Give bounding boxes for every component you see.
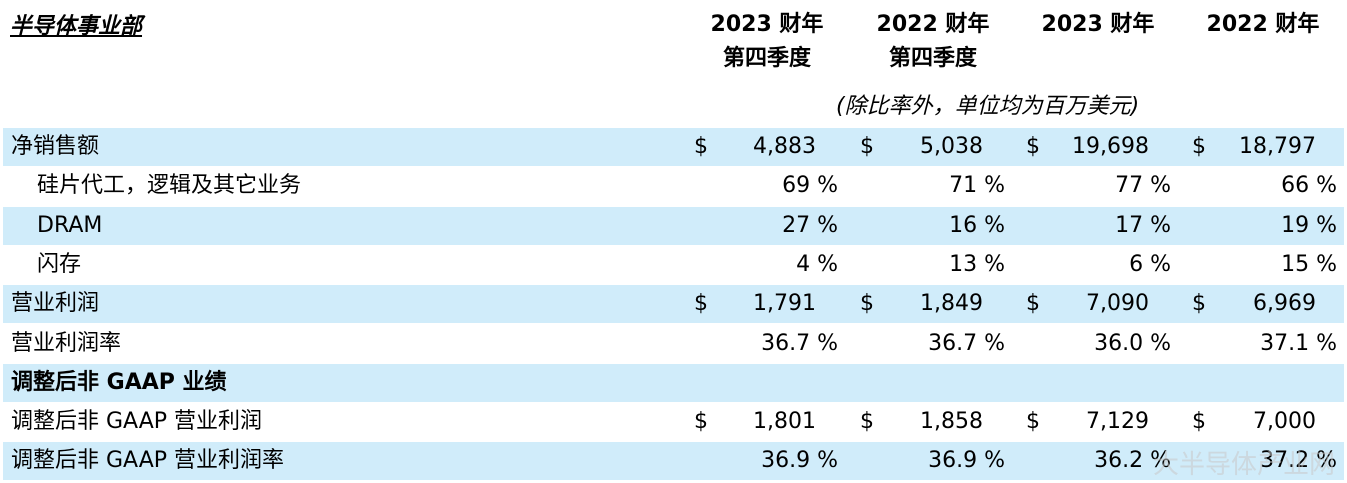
table-row: 闪存 4 % 13 % 6 % 15 % <box>3 246 1344 284</box>
column-header-1-line1: 2023 财年 <box>710 12 824 37</box>
cell-value: 15 % <box>1281 251 1337 277</box>
cell-value: 7,000 <box>1253 409 1316 435</box>
cell-value: 1,801 <box>753 409 816 435</box>
watermark: 大半导体产业网 <box>1152 450 1335 480</box>
cell-value: 27 % <box>782 212 838 238</box>
column-header-2-line1: 2022 财年 <box>876 12 990 37</box>
column-header-4: 2022 财年 <box>1188 8 1338 42</box>
column-header-4-line1: 2022 财年 <box>1206 12 1320 37</box>
cell-value: 66 % <box>1281 173 1337 199</box>
row-label: 硅片代工，逻辑及其它业务 <box>37 173 302 199</box>
row-label: 闪存 <box>37 251 82 277</box>
currency-symbol: $ <box>860 291 874 317</box>
row-label: 调整后非 GAAP 营业利润率 <box>11 448 285 474</box>
column-header-3-line1: 2023 财年 <box>1041 12 1155 37</box>
cell-value: 1,858 <box>920 409 983 435</box>
cell-value: 1,791 <box>753 291 816 317</box>
cell-value: 17 % <box>1115 212 1171 238</box>
column-header-2: 2022 财年 第四季度 <box>858 8 1008 76</box>
cell-value: 19,698 <box>1072 134 1149 159</box>
row-label: 调整后非 GAAP 营业利润 <box>11 409 263 435</box>
cell-value: 13 % <box>949 251 1005 277</box>
column-header-3: 2023 财年 <box>1023 8 1173 42</box>
table-row: 调整后非 GAAP 业绩 <box>3 363 1344 402</box>
currency-symbol: $ <box>860 409 874 435</box>
cell-value: 6,969 <box>1253 291 1316 317</box>
currency-symbol: $ <box>1026 291 1040 317</box>
column-header-2-line2: 第四季度 <box>888 46 977 71</box>
currency-symbol: $ <box>1026 409 1040 435</box>
table-row: 净销售额 $4,883 $5,038 $19,698 $18,797 <box>3 128 1344 166</box>
cell-value: 36.2 % <box>1094 448 1171 474</box>
unit-note: (除比率外，单位均为百万美元) <box>836 94 1140 119</box>
cell-value: 1,849 <box>920 291 983 317</box>
table-row: DRAM 27 % 16 % 17 % 19 % <box>3 206 1344 245</box>
row-label: 营业利润率 <box>11 330 122 356</box>
currency-symbol: $ <box>1192 134 1206 159</box>
table-row: 营业利润率 36.7 % 36.7 % 36.0 % 37.1 % <box>3 325 1344 363</box>
cell-value: 77 % <box>1115 173 1171 199</box>
column-header-1-line2: 第四季度 <box>722 46 811 71</box>
section-title: 半导体事业部 <box>10 14 143 39</box>
currency-symbol: $ <box>1192 291 1206 317</box>
cell-value: 36.9 % <box>761 448 838 474</box>
table-row: 营业利润 $1,791 $1,849 $7,090 $6,969 <box>3 285 1344 324</box>
cell-value: 71 % <box>949 173 1005 199</box>
currency-symbol: $ <box>694 134 708 159</box>
cell-value: 69 % <box>782 173 838 199</box>
row-label: 调整后非 GAAP 业绩 <box>11 369 227 395</box>
cell-value: 7,090 <box>1086 291 1149 317</box>
cell-value: 4 % <box>796 251 838 277</box>
cell-value: 19 % <box>1281 212 1337 238</box>
currency-symbol: $ <box>694 291 708 317</box>
cell-value: 36.9 % <box>928 448 1005 474</box>
table-row: 调整后非 GAAP 营业利润 $1,801 $1,858 $7,129 $7,000 <box>3 403 1344 441</box>
cell-value: 5,038 <box>920 134 983 159</box>
cell-value: 36.7 % <box>761 330 838 356</box>
cell-value: 37.1 % <box>1260 330 1337 356</box>
cell-value: 36.7 % <box>928 330 1005 356</box>
row-label: 净销售额 <box>11 134 100 159</box>
cell-value: 4,883 <box>753 134 816 159</box>
table-row: 硅片代工，逻辑及其它业务 69 % 71 % 77 % 66 % <box>3 167 1344 205</box>
currency-symbol: $ <box>1192 409 1206 435</box>
cell-value: 18,797 <box>1239 134 1316 159</box>
currency-symbol: $ <box>694 409 708 435</box>
cell-value: 36.0 % <box>1094 330 1171 356</box>
cell-value: 6 % <box>1129 251 1171 277</box>
currency-symbol: $ <box>1026 134 1040 159</box>
currency-symbol: $ <box>860 134 874 159</box>
table-row: 调整后非 GAAP 营业利润率 36.9 % 36.9 % 36.2 % 37.2 % <box>3 442 1344 481</box>
cell-value: 7,129 <box>1086 409 1149 435</box>
row-label: 营业利润 <box>11 291 100 317</box>
column-header-1: 2023 财年 第四季度 <box>692 8 842 76</box>
cell-value: 16 % <box>949 212 1005 238</box>
cell-value: 37.2 % <box>1260 448 1337 474</box>
row-label: DRAM <box>37 212 103 238</box>
